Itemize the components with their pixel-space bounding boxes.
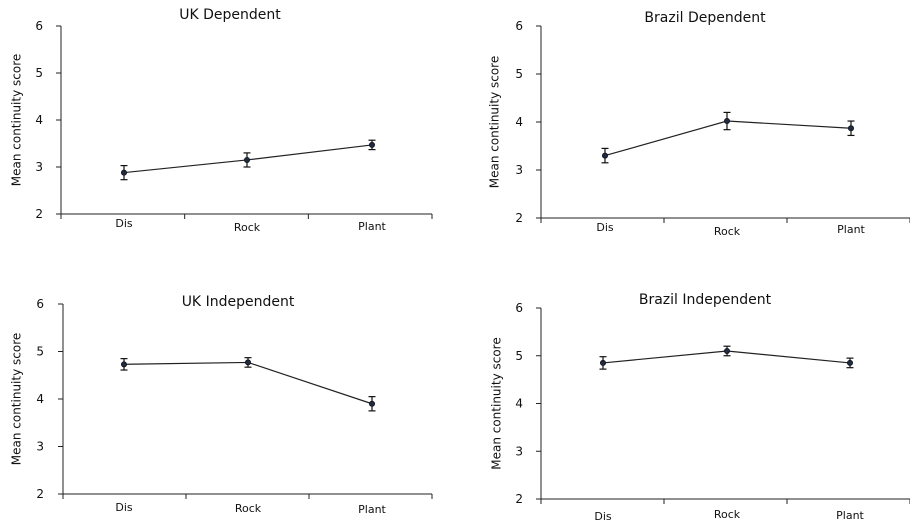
y-tick-label: 6 xyxy=(36,297,44,311)
data-point xyxy=(244,157,249,162)
y-tick-label: 2 xyxy=(36,487,44,501)
x-tick-label: Dis xyxy=(115,217,133,230)
y-tick-label: 5 xyxy=(36,345,44,359)
chart-panel-2: Brazil Dependent Mean continuity score 2 3 4… xyxy=(488,10,910,238)
x-tick-label: Rock xyxy=(714,508,741,521)
chart-title: Brazil Independent xyxy=(639,292,772,308)
chart-panel-1: UK Dependent Mean continuity score 2 3 4 5 6 Di… xyxy=(10,7,433,234)
x-tick-label: Dis xyxy=(596,221,614,234)
x-tick-label: Dis xyxy=(115,501,133,514)
y-tick-label: 3 xyxy=(515,444,523,458)
chart-title: UK Independent xyxy=(182,294,295,310)
data-point xyxy=(724,348,729,353)
y-tick-label: 3 xyxy=(515,163,523,177)
y-axis-label: Mean continuity score xyxy=(10,333,24,466)
series-line xyxy=(605,121,851,156)
data-point xyxy=(602,153,607,158)
x-tick-label: Rock xyxy=(234,221,261,234)
data-point xyxy=(724,118,729,123)
data-point xyxy=(121,362,126,367)
chart-title: UK Dependent xyxy=(179,7,281,23)
chart-panel-3: UK Independent Mean continuity score 2 3 4 5 6… xyxy=(10,294,433,516)
x-tick-label: Dis xyxy=(594,510,612,523)
x-tick-label: Plant xyxy=(836,509,864,522)
y-axis-label: Mean continuity score xyxy=(490,337,504,470)
y-axis-label: Mean continuity score xyxy=(10,54,24,187)
data-point xyxy=(847,360,852,365)
chart-title: Brazil Dependent xyxy=(644,10,766,26)
y-tick-label: 2 xyxy=(35,207,43,221)
x-tick-label: Rock xyxy=(235,502,262,515)
y-tick-label: 3 xyxy=(36,440,44,454)
y-tick-label: 4 xyxy=(515,115,523,129)
data-point xyxy=(369,401,374,406)
y-tick-label: 4 xyxy=(515,397,523,411)
x-tick-label: Plant xyxy=(358,220,386,233)
series-line xyxy=(124,362,372,403)
y-axis-label: Mean continuity score xyxy=(488,56,502,189)
data-point xyxy=(121,170,126,175)
data-point xyxy=(369,142,374,147)
x-tick-label: Rock xyxy=(714,225,741,238)
y-tick-label: 6 xyxy=(515,301,523,315)
y-tick-label: 2 xyxy=(515,211,523,225)
x-tick-label: Plant xyxy=(358,503,386,516)
y-tick-label: 5 xyxy=(35,66,43,80)
x-tick-label: Plant xyxy=(837,223,865,236)
y-tick-label: 3 xyxy=(35,160,43,174)
y-tick-label: 2 xyxy=(515,492,523,506)
y-tick-label: 6 xyxy=(35,19,43,33)
chart-panel-4: Brazil Independent Mean continuity score 2… xyxy=(490,292,910,523)
data-point xyxy=(245,360,250,365)
data-point xyxy=(848,126,853,131)
y-tick-label: 5 xyxy=(515,67,523,81)
data-point xyxy=(600,360,605,365)
y-tick-label: 4 xyxy=(35,113,43,127)
y-tick-label: 5 xyxy=(515,349,523,363)
y-tick-label: 4 xyxy=(36,392,44,406)
y-tick-label: 6 xyxy=(515,19,523,33)
